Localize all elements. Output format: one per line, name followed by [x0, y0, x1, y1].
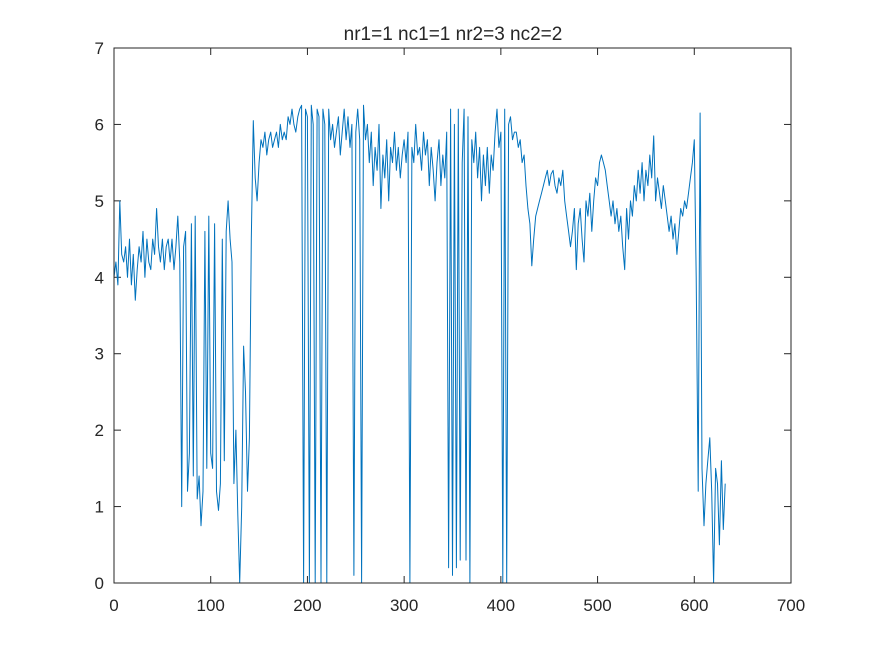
x-tick-label: 0: [109, 596, 118, 615]
chart-title: nr1=1 nc1=1 nr2=3 nc2=2: [344, 24, 563, 45]
y-tick-label: 2: [95, 421, 104, 440]
x-tick-label: 400: [487, 596, 515, 615]
y-tick-label: 1: [95, 498, 104, 517]
y-tick-label: 6: [95, 115, 104, 134]
plot-area: [113, 104, 726, 584]
x-tick-label: 700: [777, 596, 805, 615]
series-line-0: [113, 104, 726, 584]
x-tick-label: 200: [293, 596, 321, 615]
x-tick-label: 600: [680, 596, 708, 615]
y-tick-label: 3: [95, 345, 104, 364]
x-tick-label: 100: [197, 596, 225, 615]
y-tick-label: 7: [95, 39, 104, 58]
x-tick-label: 300: [390, 596, 418, 615]
axes-box: [113, 47, 792, 584]
y-tick-label: 5: [95, 192, 104, 211]
y-tick-label: 0: [95, 574, 104, 593]
tick-labels: 0 100 200 300 400 500 600 700 0 1 2 3 4 5 6 7: [95, 39, 806, 615]
y-tick-label: 4: [95, 268, 104, 287]
x-tick-label: 500: [583, 596, 611, 615]
